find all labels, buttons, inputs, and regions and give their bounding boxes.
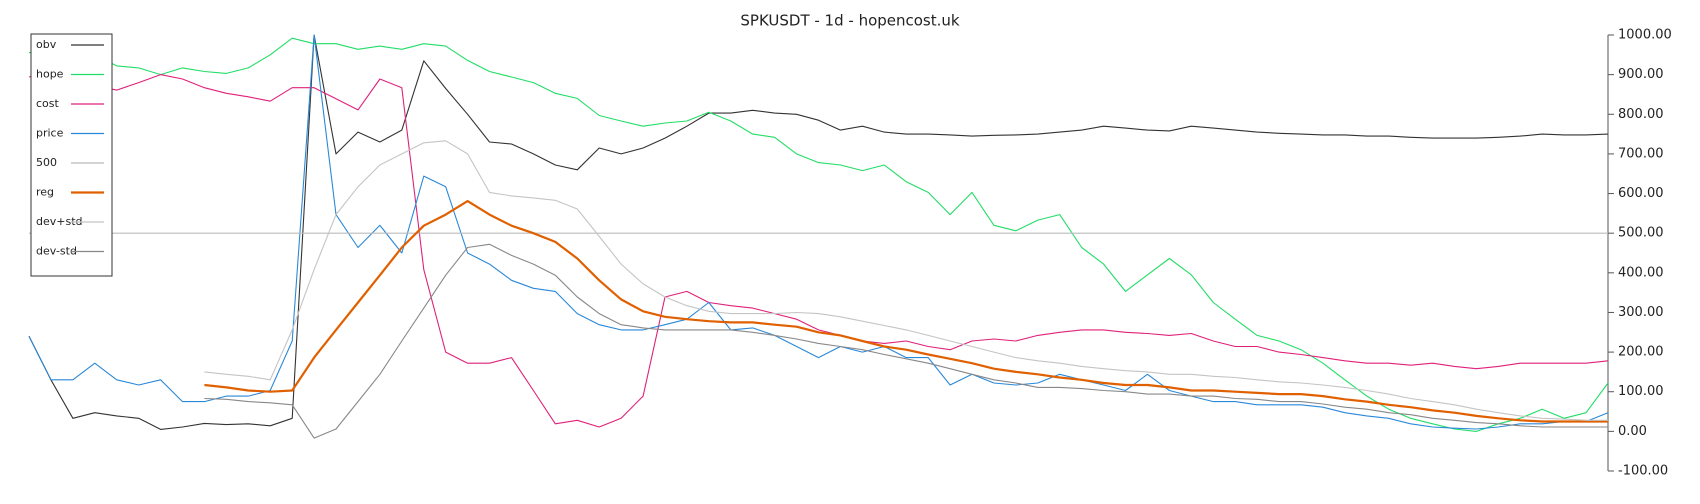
y-tick-label: 300.00 <box>1618 305 1664 320</box>
y-tick-label: 200.00 <box>1618 345 1664 360</box>
legend-label: 500 <box>36 156 57 169</box>
legend-label: obv <box>36 38 57 51</box>
series-line <box>28 34 1609 430</box>
y-tick-label: 1000.00 <box>1618 28 1672 43</box>
y-tick-label: 900.00 <box>1618 67 1664 82</box>
series-line <box>28 70 1609 428</box>
y-tick-label: 400.00 <box>1618 265 1664 280</box>
legend-label: dev-std <box>36 245 77 258</box>
y-tick-label: 600.00 <box>1618 186 1664 201</box>
y-tick-label: 800.00 <box>1618 107 1664 122</box>
y-tick-label: -100.00 <box>1618 464 1668 479</box>
legend-label: reg <box>36 186 54 199</box>
legend-label: hope <box>36 68 64 81</box>
y-tick-label: 500.00 <box>1618 226 1664 241</box>
legend-label: dev+std <box>36 215 83 228</box>
y-tick-label: 100.00 <box>1618 384 1664 399</box>
chart-title: SPKUSDT - 1d - hopencost.uk <box>740 12 960 30</box>
series-line <box>28 37 1609 432</box>
series-line <box>28 34 1609 430</box>
legend-label: price <box>36 127 64 140</box>
y-tick-label: 0.00 <box>1618 424 1647 439</box>
y-tick-label: 700.00 <box>1618 146 1664 161</box>
series-line <box>204 200 1608 423</box>
series-line <box>204 243 1608 439</box>
series-line <box>204 140 1608 421</box>
legend-label: cost <box>36 97 60 110</box>
